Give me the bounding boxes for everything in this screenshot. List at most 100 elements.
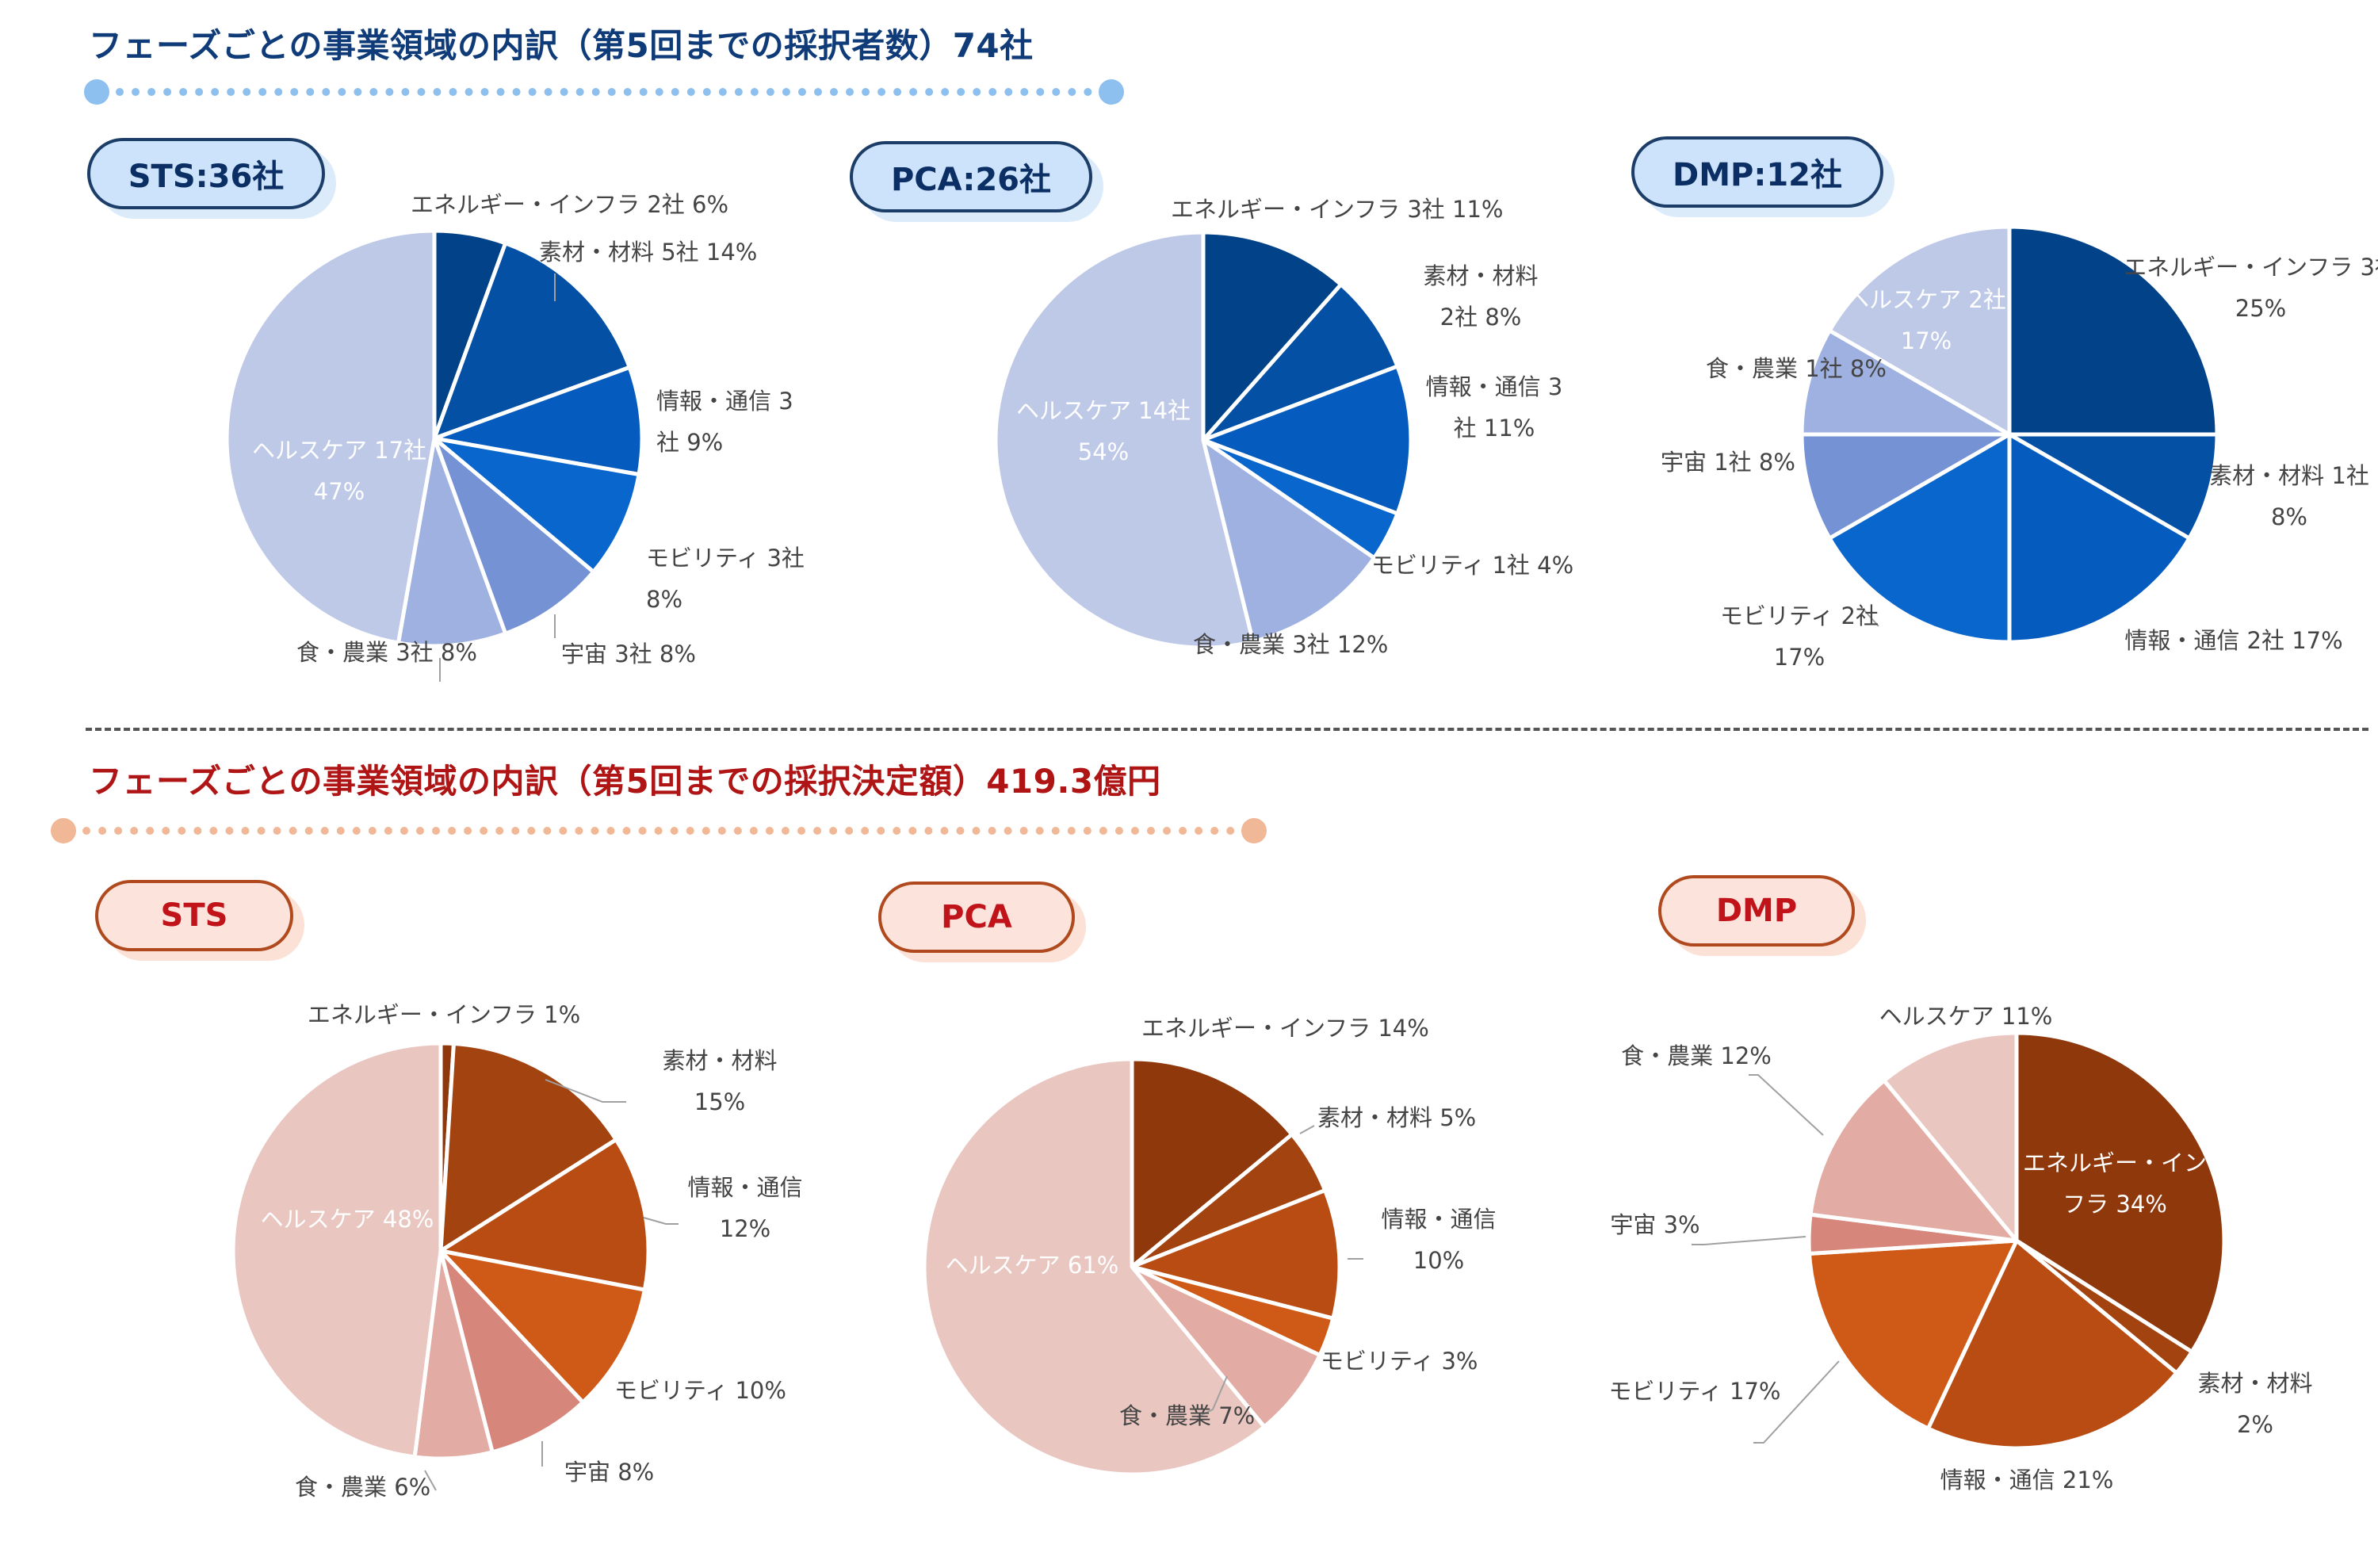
slice-label-line: 2% [2237, 1411, 2273, 1438]
section-title-count: フェーズごとの事業領域の内訳（第5回までの採択者数）74社 [89, 26, 1034, 65]
slice-label-2-3: モビリティ 2社 17% [1720, 602, 1879, 671]
pill-sts-amount: STS [95, 880, 304, 961]
slice-label-line: 2社 8% [1440, 304, 1522, 331]
slice-label-line: 素材・材料 1社 [2209, 462, 2369, 489]
slice-label-line: モビリティ 10% [614, 1377, 786, 1404]
slice-label-5-0: エネルギー・インフラ 34% [2023, 1149, 2207, 1218]
slice-label-line: 情報・通信 21% [1940, 1467, 2114, 1493]
slice-label-line: 情報・通信 [1381, 1206, 1496, 1233]
slice-label-line: 15% [694, 1088, 745, 1115]
slice-label-line: 素材・材料 5% [1317, 1104, 1476, 1131]
slice-label-line: 17% [1774, 644, 1825, 671]
slice-label-2-5: 食・農業 1社 8% [1706, 355, 1887, 382]
pie-slice-5-2 [1925, 1238, 2179, 1451]
leader-line-3-2 [643, 1217, 679, 1225]
slice-label-line: 8% [2271, 503, 2307, 530]
slice-label-line: 宇宙 1社 8% [1661, 449, 1795, 476]
section-title-amount: フェーズごとの事業領域の内訳（第5回までの採択決定額）419.3億円 [89, 762, 1161, 801]
slice-label-line: 素材・材料 [2197, 1370, 2312, 1397]
slice-label-line: エネルギー・インフラ 3社 [2124, 254, 2378, 281]
pie-slice-5-6 [1882, 1031, 2019, 1243]
slice-label-2-1: 素材・材料 1社 8% [2209, 462, 2369, 530]
pie-slice-1-1 [1201, 282, 1400, 442]
slice-label-line: 食・農業 6% [295, 1474, 430, 1501]
leader-line-2-3 [1864, 610, 1879, 627]
pie-chart-4: エネルギー・インフラ 14% 素材・材料 5% 情報・通信 10% モビリティ 3% 食・… [922, 1015, 1497, 1477]
pill-label: DMP [1658, 875, 1855, 947]
leader-line-5-3 [1753, 1360, 1840, 1444]
slice-label-line: 情報・通信 2社 17% [2124, 627, 2342, 654]
slice-label-line: 食・農業 1社 8% [1706, 355, 1887, 382]
slice-label-line: ヘルスケア 14社 [1016, 397, 1191, 424]
slice-label-3-1: 素材・材料 15% [662, 1047, 777, 1115]
pie-slice-2-1 [2007, 432, 2219, 541]
slice-label-line: 情報・通信 [687, 1174, 802, 1201]
slice-label-5-4: 宇宙 3% [1610, 1211, 1699, 1238]
pill-label: PCA:26社 [850, 141, 1092, 212]
pie-chart-5: エネルギー・インフラ 34% 素材・材料 2% 情報・通信 21% モビリティ 17% 宇… [1609, 1003, 2313, 1493]
pie-slice-4-0 [1130, 1057, 1294, 1269]
pie-slice-5-5 [1808, 1078, 2019, 1243]
slice-label-4-0: エネルギー・インフラ 14% [1141, 1015, 1429, 1042]
slice-label-line: 25% [2235, 295, 2286, 322]
pie-chart-3: エネルギー・インフラ 1% 素材・材料 15% 情報・通信 12% モビリティ 10% 宇宙… [231, 1001, 803, 1501]
slice-label-line: 47% [314, 478, 365, 505]
pie-slice-2-0 [2007, 224, 2219, 437]
slice-label-4-3: モビリティ 3% [1321, 1348, 1478, 1375]
slice-label-line: 食・農業 7% [1119, 1402, 1255, 1429]
pie-slice-3-6 [231, 1041, 443, 1459]
slice-label-line: 8% [646, 586, 682, 613]
pie-slice-2-6 [1827, 224, 2012, 437]
pie-slice-2-5 [1799, 328, 2012, 437]
pie-slice-2-3 [1827, 432, 2012, 644]
pill-label: STS:36社 [87, 138, 325, 209]
pie-slice-0-6 [224, 228, 437, 645]
slice-label-line: フラ 34% [2063, 1191, 2167, 1218]
slice-label-line: エネルギー・インフラ 1% [308, 1001, 580, 1028]
slice-label-line: 54% [1078, 438, 1129, 465]
pie-slice-1-4 [1201, 438, 1377, 644]
leader-line-5-4 [1692, 1236, 1806, 1245]
pie-chart-0: エネルギー・インフラ 2社 6% 素材・材料 5社 14% 情報・通信 3 社 9% モ… [224, 191, 805, 682]
slice-label-line: 宇宙 8% [564, 1459, 654, 1486]
slice-label-3-2: 情報・通信 12% [687, 1174, 802, 1242]
slice-label-line: 社 11% [1454, 415, 1535, 442]
slice-label-line: エネルギー・インフラ 14% [1141, 1015, 1429, 1042]
slice-label-3-0: エネルギー・インフラ 1% [308, 1001, 580, 1028]
pie-slice-3-1 [438, 1042, 618, 1253]
pie-slice-4-2 [1130, 1188, 1342, 1321]
slice-label-1-2: 情報・通信 3 社 11% [1426, 373, 1563, 442]
leader-line-3-5 [424, 1470, 437, 1491]
slice-label-1-0: エネルギー・インフラ 3社 11% [1171, 196, 1503, 223]
slice-label-2-4: 宇宙 1社 8% [1661, 449, 1795, 476]
slice-label-line: 素材・材料 5社 14% [539, 239, 757, 266]
pill-pca-amount: PCA [878, 882, 1086, 962]
pill-label: PCA [878, 882, 1075, 953]
leader-line-5-5 [1749, 1074, 1824, 1136]
slice-label-0-0: エネルギー・インフラ 2社 6% [411, 191, 728, 218]
slice-label-line: 食・農業 12% [1621, 1042, 1772, 1069]
slice-label-3-4: 宇宙 8% [564, 1459, 654, 1486]
pie-slice-0-1 [432, 241, 632, 441]
pill-sts-count: STS:36社 [87, 138, 336, 219]
pie-slice-2-4 [1799, 432, 2012, 541]
slice-label-line: 10% [1413, 1247, 1464, 1274]
slice-label-line: モビリティ 3% [1321, 1348, 1478, 1375]
slice-label-line: モビリティ 3社 [646, 545, 805, 572]
slice-label-line: 素材・材料 [1423, 262, 1538, 289]
slice-label-0-6: ヘルスケア 17社 47% [252, 437, 426, 505]
slice-label-1-5: ヘルスケア 14社 54% [1016, 397, 1191, 465]
slice-label-line: ヘルスケア 2社 [1846, 286, 2006, 313]
slice-label-line: エネルギー・インフラ 2社 6% [411, 191, 728, 218]
pie-slice-3-3 [438, 1249, 647, 1405]
slice-label-5-2: 情報・通信 21% [1940, 1467, 2114, 1493]
pie-slice-4-5 [922, 1057, 1267, 1477]
pill-dmp-count: DMP:12社 [1631, 136, 1894, 217]
section-divider [86, 728, 2368, 731]
pie-slice-5-3 [1807, 1238, 2019, 1431]
slice-label-1-3: モビリティ 1社 4% [1371, 552, 1573, 579]
slice-label-2-6: ヘルスケア 2社 17% [1846, 286, 2006, 354]
slice-label-4-2: 情報・通信 10% [1381, 1206, 1496, 1274]
slice-label-0-4: 宇宙 3社 8% [561, 641, 696, 667]
pill-pca-count: PCA:26社 [850, 141, 1103, 222]
